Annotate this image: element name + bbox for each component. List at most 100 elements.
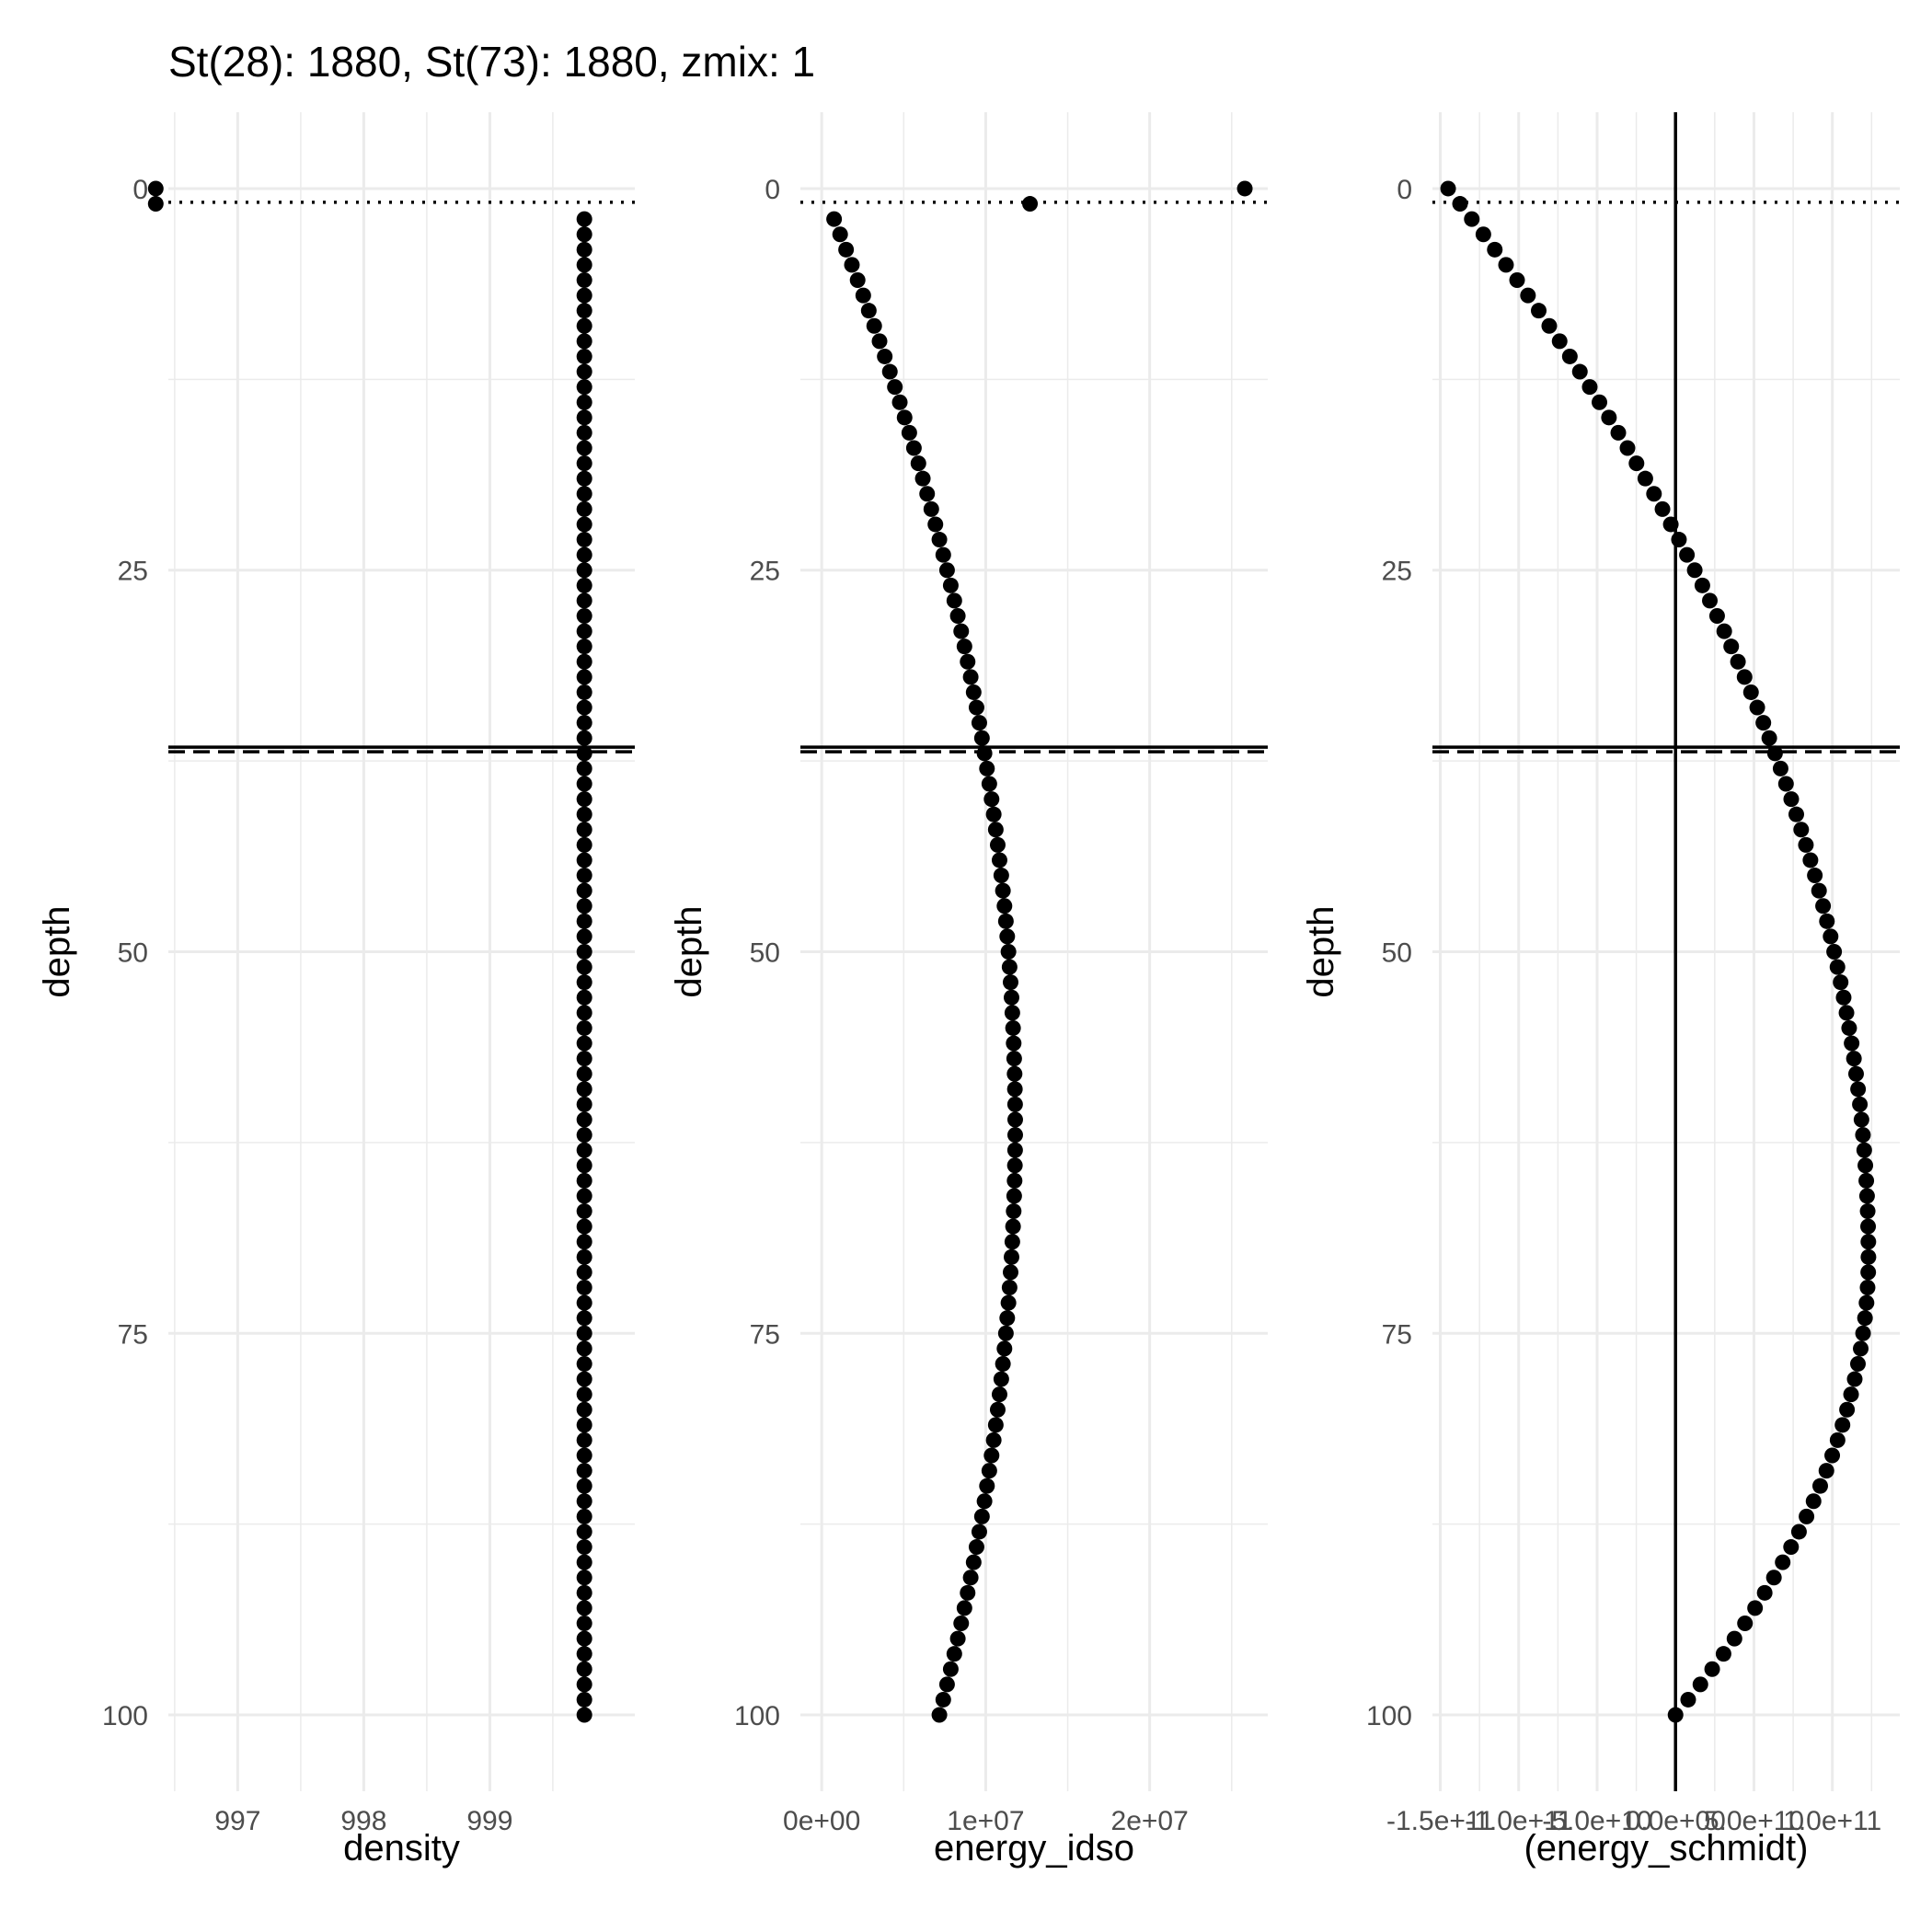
data-point (576, 562, 592, 579)
data-point (983, 791, 1000, 808)
data-point (997, 1325, 1014, 1341)
data-point (855, 287, 871, 304)
data-point (1619, 440, 1636, 456)
data-point (1829, 959, 1846, 975)
x-tick-label: 5.0e+10 (1704, 1806, 1804, 1836)
data-point (576, 1676, 592, 1693)
data-point (1715, 1646, 1731, 1662)
data-point (1855, 1127, 1871, 1144)
data-point (576, 1310, 592, 1327)
data-point (576, 1294, 592, 1311)
data-point (960, 1584, 976, 1601)
data-point (968, 1539, 984, 1556)
data-point (999, 928, 1016, 945)
data-point (1001, 1280, 1018, 1295)
y-tick-label: 50 (1382, 938, 1412, 969)
data-point (1509, 272, 1525, 288)
data-point (1858, 1188, 1875, 1204)
data-point (881, 363, 898, 380)
data-point (1006, 1172, 1023, 1189)
data-point (1005, 1218, 1021, 1235)
data-point (576, 1280, 592, 1295)
data-point (576, 1616, 592, 1631)
data-point (860, 303, 877, 319)
y-tick-label: 0 (765, 175, 780, 205)
data-point (576, 1646, 592, 1662)
data-point (995, 1355, 1011, 1372)
x-axis-title: density (343, 1828, 460, 1869)
data-point (576, 1065, 592, 1082)
data-point (1783, 1539, 1800, 1556)
data-point (866, 317, 882, 334)
data-point (1860, 1234, 1877, 1250)
data-point (991, 852, 1007, 868)
data-point (1704, 1661, 1720, 1677)
data-point (576, 348, 592, 364)
data-point (576, 1386, 592, 1403)
data-point (576, 699, 592, 716)
data-point (976, 1493, 993, 1510)
data-point (953, 1616, 970, 1631)
data-point (931, 1707, 948, 1723)
data-point (849, 272, 866, 288)
data-point (1730, 653, 1746, 670)
data-point (576, 241, 592, 258)
surface-point (1236, 180, 1253, 197)
data-point (1857, 1310, 1873, 1327)
data-point (1835, 989, 1852, 1006)
data-point (576, 257, 592, 273)
data-point (1824, 1447, 1841, 1464)
data-point (910, 455, 926, 472)
data-point (826, 211, 843, 227)
data-point (576, 1203, 592, 1220)
data-point (962, 1570, 979, 1586)
data-point (1671, 532, 1687, 548)
data-point (1692, 1676, 1708, 1693)
data-point (1844, 1035, 1860, 1052)
data-point (1846, 1371, 1863, 1387)
data-point (1772, 760, 1788, 776)
data-point (999, 1310, 1016, 1327)
data-point (1003, 1248, 1019, 1265)
data-point (576, 898, 592, 914)
data-point (1004, 1005, 1020, 1021)
data-point (576, 363, 592, 380)
data-point (1006, 1188, 1022, 1204)
data-point (576, 1340, 592, 1357)
data-point (973, 730, 990, 746)
y-tick-label: 75 (750, 1319, 780, 1350)
data-point (1006, 1203, 1022, 1220)
data-point (1829, 1432, 1846, 1448)
data-point (1761, 730, 1777, 746)
data-point (956, 638, 972, 655)
data-point (1798, 836, 1814, 853)
data-point (968, 699, 984, 716)
data-point (971, 715, 987, 731)
data-point (1551, 333, 1568, 350)
data-point (1637, 470, 1653, 487)
data-point (953, 623, 970, 639)
data-point (576, 653, 592, 670)
data-point (576, 455, 592, 472)
data-point (576, 1432, 592, 1448)
data-point (1860, 1218, 1877, 1235)
x-tick-label: 997 (214, 1806, 260, 1836)
data-point (877, 348, 893, 364)
data-point (1846, 1051, 1862, 1067)
data-point (987, 1417, 1004, 1433)
data-point (1858, 1172, 1875, 1189)
data-point (1716, 623, 1732, 639)
data-point (901, 424, 917, 441)
data-point (576, 623, 592, 639)
data-point (576, 516, 592, 533)
x-tick-label: 0e+00 (783, 1806, 860, 1836)
data-point (576, 1019, 592, 1036)
data-point (576, 1463, 592, 1479)
data-points (1440, 180, 1877, 1723)
data-point (576, 1005, 592, 1021)
data-point (1628, 455, 1645, 472)
data-point (1742, 684, 1759, 700)
y-tick-label: 25 (1382, 557, 1412, 587)
data-point (832, 226, 848, 243)
